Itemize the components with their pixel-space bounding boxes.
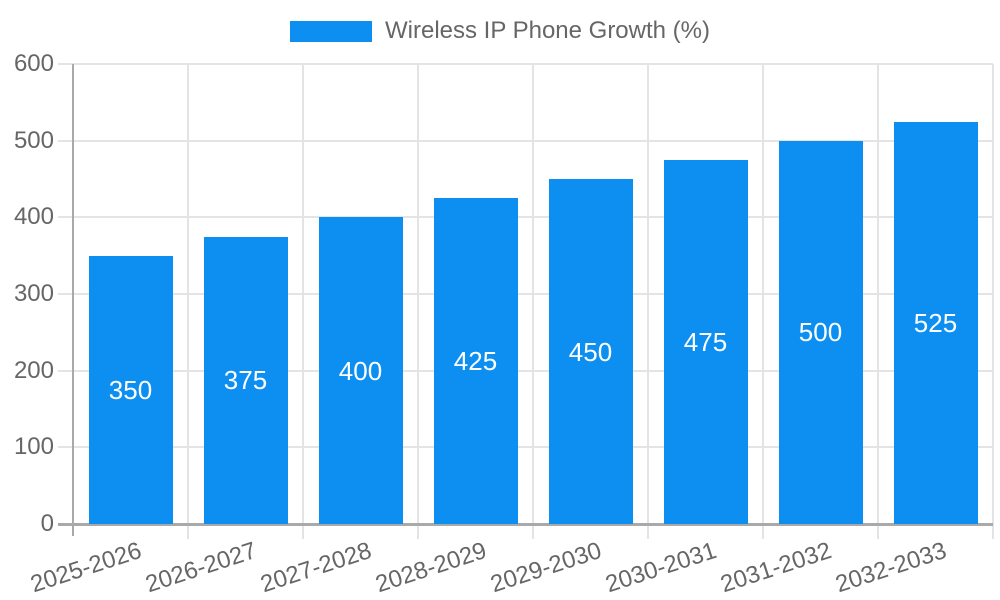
gridline-vertical	[647, 64, 649, 524]
y-axis-tick-label: 600	[13, 50, 54, 77]
legend-swatch	[290, 20, 372, 42]
x-axis-tick-label: 2025-2026	[27, 537, 145, 599]
bar-value-label: 500	[798, 317, 843, 348]
y-axis-tick-mark	[58, 369, 73, 372]
bar-value-label: 375	[223, 365, 268, 396]
y-axis-tick-label: 100	[13, 433, 54, 461]
x-axis-tick-mark	[877, 524, 879, 539]
x-axis-tick-label: 2027-2028	[257, 537, 375, 599]
gridline-vertical	[992, 64, 994, 524]
x-axis-tick-label: 2028-2029	[372, 537, 490, 599]
y-axis-tick-mark	[58, 139, 73, 142]
y-axis-tick-label: 200	[13, 356, 54, 384]
x-axis-line	[58, 523, 993, 526]
y-axis-tick-label: 400	[13, 203, 54, 231]
x-axis-tick-mark	[992, 524, 994, 539]
bar-value-label: 450	[568, 336, 613, 367]
legend-label: Wireless IP Phone Growth (%)	[385, 17, 710, 44]
y-axis-tick-mark	[58, 293, 73, 295]
gridline-vertical	[762, 64, 764, 524]
x-axis-tick-label: 2030-2031	[602, 537, 720, 599]
x-axis-tick-label: 2031-2032	[717, 537, 835, 599]
bar-value-label: 400	[338, 355, 383, 386]
bar	[548, 179, 633, 524]
x-axis-tick-mark	[302, 524, 304, 539]
y-axis-tick-mark	[58, 216, 73, 219]
bar	[203, 236, 288, 524]
bar-value-label: 475	[683, 326, 728, 357]
gridline-vertical	[417, 64, 419, 524]
y-axis-tick-mark	[58, 63, 73, 65]
gridline-vertical	[187, 64, 189, 524]
x-axis-tick-mark	[647, 524, 649, 539]
gridline-vertical	[877, 64, 879, 524]
x-axis-tick-mark	[417, 524, 419, 539]
x-axis-tick-mark	[187, 524, 189, 539]
bar	[893, 121, 978, 524]
x-axis-tick-label: 2029-2030	[487, 537, 605, 599]
x-axis-tick-mark	[532, 524, 534, 539]
x-axis-tick-label: 2032-2033	[832, 537, 950, 599]
gridline-vertical	[302, 64, 304, 524]
bar-value-label: 525	[913, 307, 958, 338]
gridline-vertical	[532, 64, 534, 524]
y-axis-tick-mark	[58, 446, 73, 449]
bar-value-label: 350	[108, 374, 153, 405]
bar	[318, 217, 403, 524]
y-axis-tick-label: 0	[40, 510, 54, 537]
y-axis-tick-label: 500	[13, 126, 54, 154]
chart-legend-item[interactable]: Wireless IP Phone Growth (%)	[0, 17, 1000, 45]
x-axis-tick-mark	[762, 524, 764, 539]
bar	[88, 255, 173, 524]
bar	[778, 140, 863, 524]
y-axis-tick-label: 300	[13, 280, 54, 307]
bar	[663, 159, 748, 524]
x-axis-tick-label: 2026-2027	[142, 537, 260, 599]
bar	[433, 198, 518, 524]
bar-value-label: 425	[453, 346, 498, 377]
y-axis-line	[72, 64, 74, 536]
